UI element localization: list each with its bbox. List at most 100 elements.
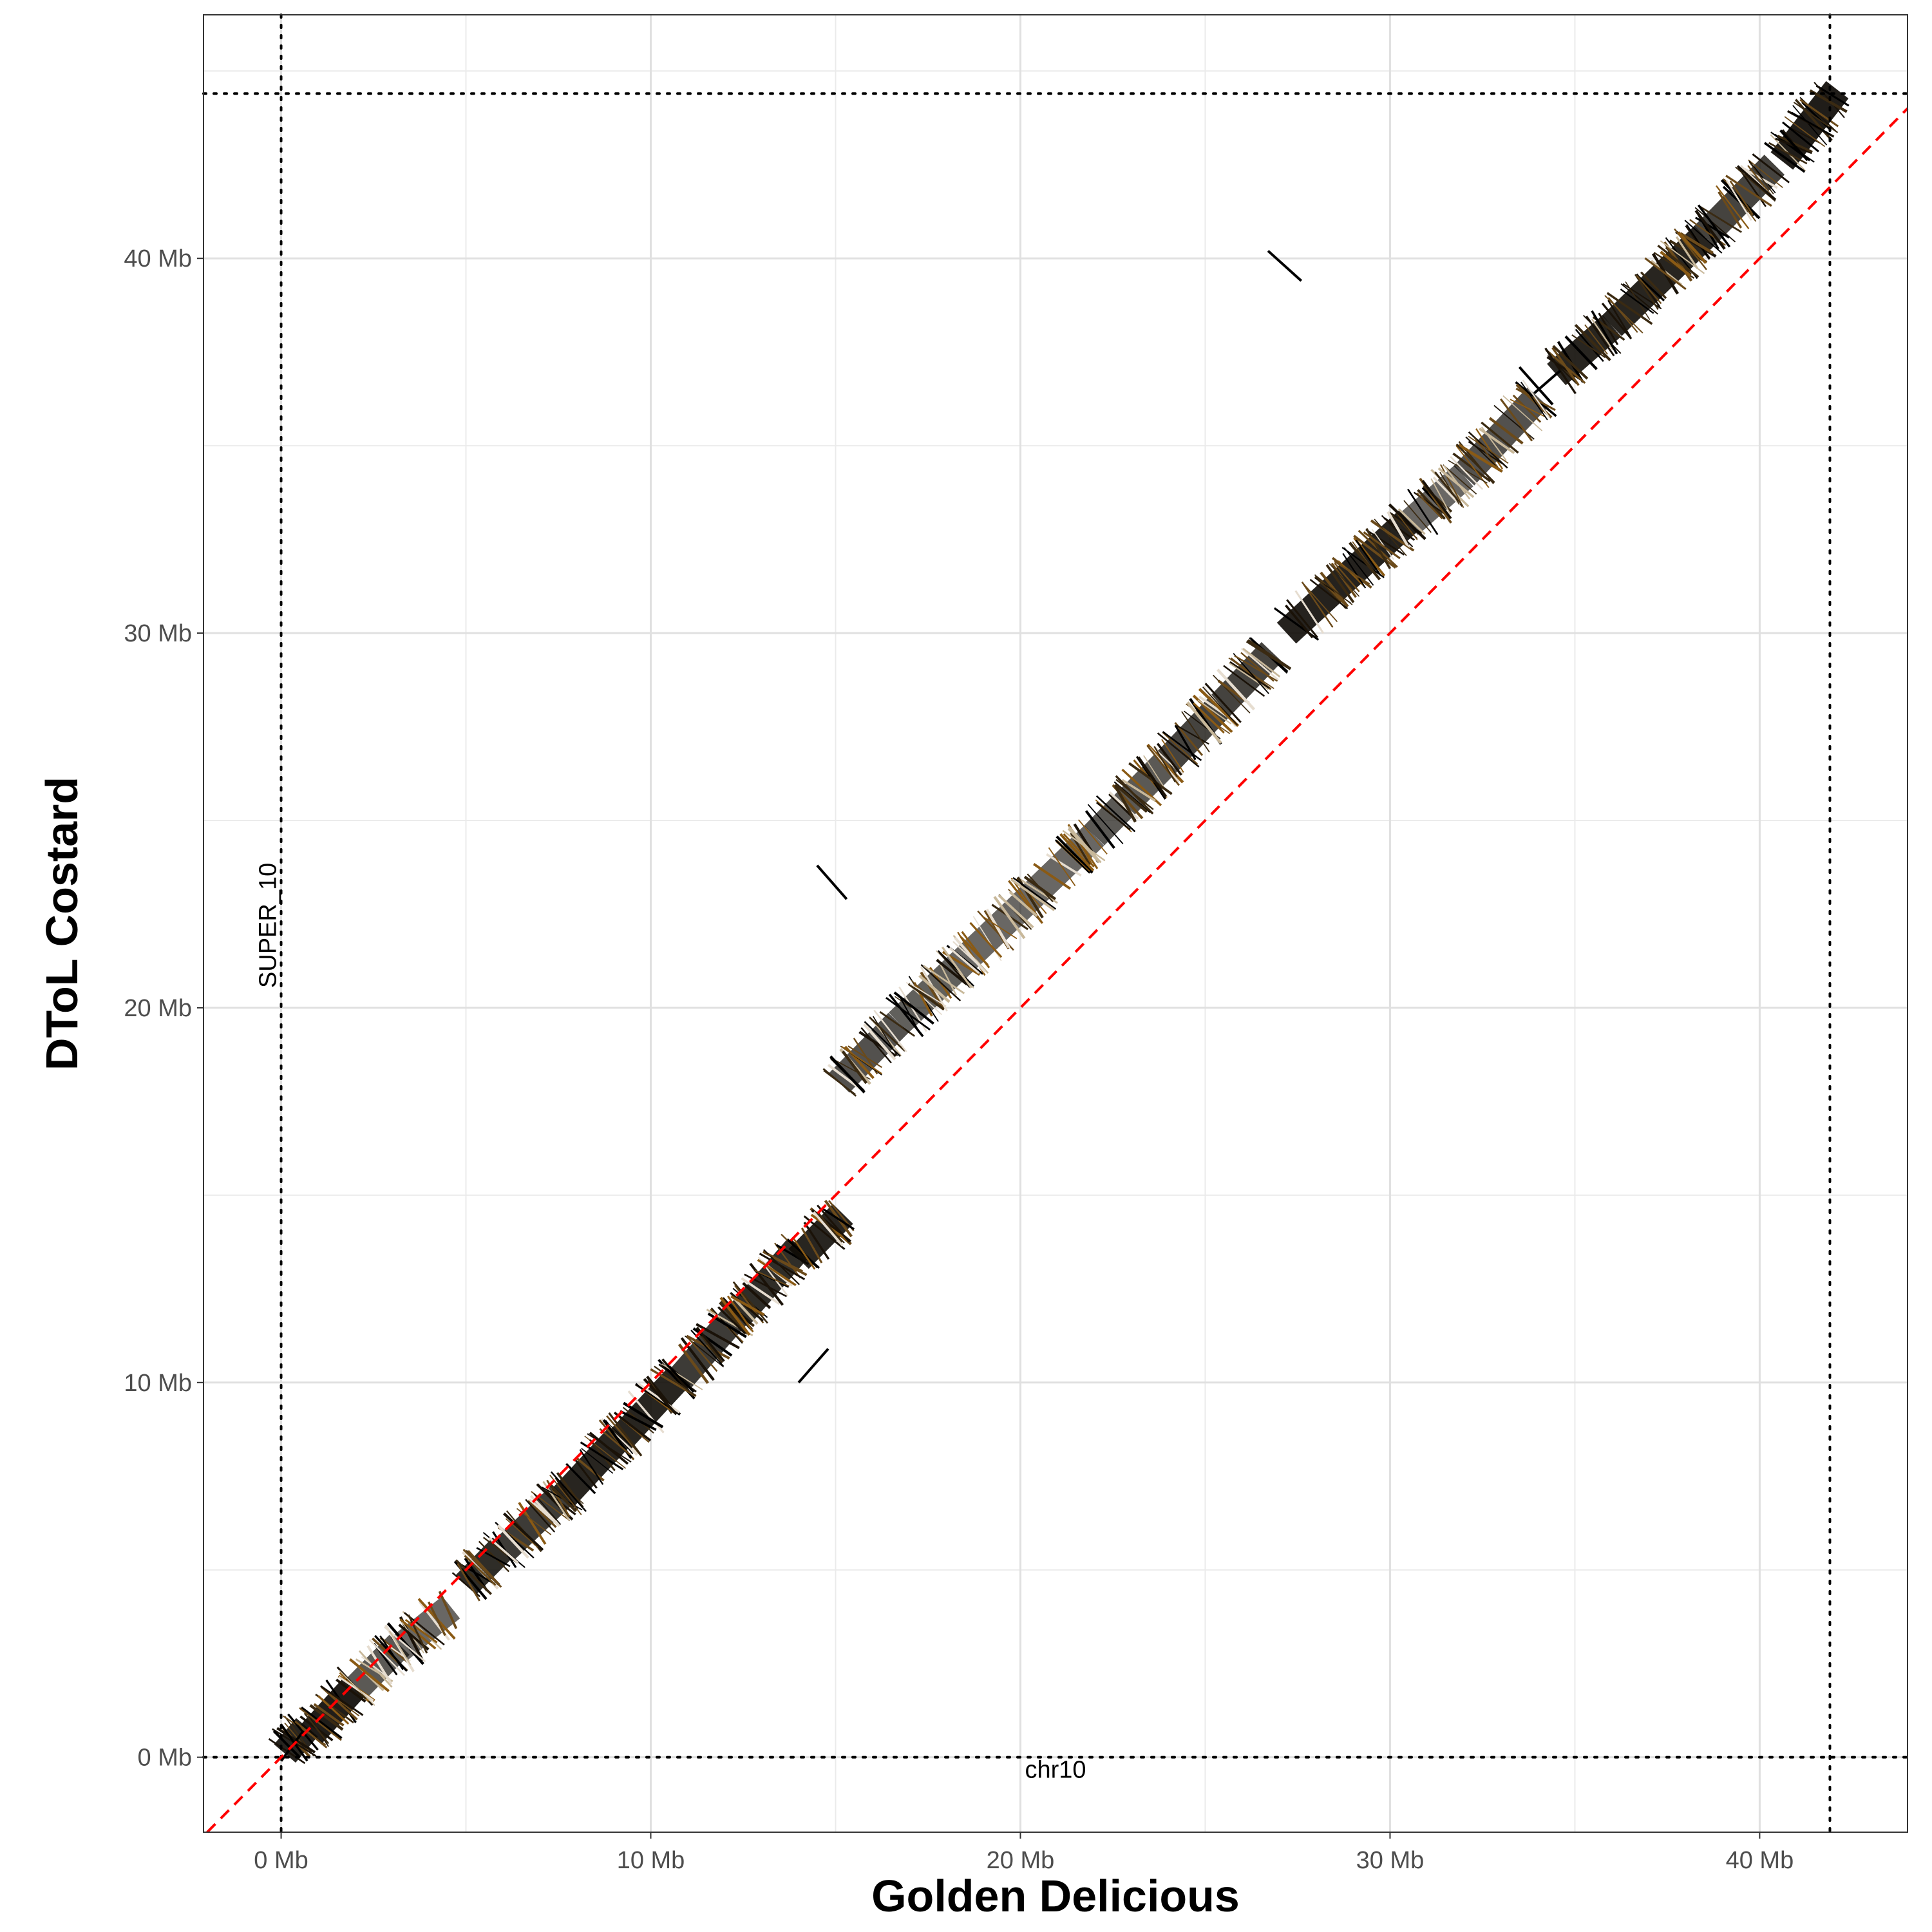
alignment-stroke xyxy=(1370,520,1414,552)
alignment-stroke xyxy=(677,1343,710,1384)
alignment-stroke xyxy=(1087,804,1124,844)
y-tick-label: 10 Mb xyxy=(124,1370,192,1397)
alignment-stroke xyxy=(1809,89,1848,113)
alignment-stroke xyxy=(1197,699,1232,724)
alignment-stroke xyxy=(1223,665,1265,697)
alignment-stroke xyxy=(309,1704,344,1731)
x-tick-label: 10 Mb xyxy=(617,1847,685,1874)
alignment-stroke xyxy=(829,1055,866,1094)
alignment-stroke xyxy=(717,1306,746,1334)
alignment-stroke xyxy=(1660,251,1692,278)
alignment-stroke xyxy=(1314,574,1353,605)
alignment-stroke xyxy=(374,1634,408,1672)
alignment-stroke xyxy=(464,1555,497,1586)
alignment-stroke xyxy=(687,1336,718,1372)
alignment-stroke xyxy=(404,1618,438,1643)
alignment-stroke xyxy=(848,1045,882,1068)
alignment-stroke xyxy=(1694,207,1736,243)
alignment-stroke xyxy=(1202,687,1238,726)
alignment-stroke xyxy=(1108,791,1139,820)
alignment-stroke xyxy=(1229,661,1270,689)
alignment-stroke xyxy=(358,1650,393,1688)
alignment-stroke xyxy=(1228,661,1270,690)
alignment-stroke xyxy=(1684,220,1723,254)
x-tick-label: 0 Mb xyxy=(254,1847,308,1874)
alignment-stroke xyxy=(1342,553,1367,589)
alignment-stroke xyxy=(1128,762,1173,795)
alignment-stroke xyxy=(313,1703,345,1727)
y-sequence-label: SUPER_10 xyxy=(255,863,282,988)
alignment-stroke xyxy=(1186,701,1222,744)
alignment-stroke xyxy=(1012,876,1057,910)
alignment-stroke xyxy=(518,1502,547,1545)
alignment-stroke xyxy=(1353,535,1397,569)
alignment-stroke xyxy=(1365,527,1391,569)
alignment-stroke xyxy=(732,1281,768,1324)
alignment-stroke xyxy=(1143,755,1168,792)
alignment-stroke xyxy=(1341,547,1385,578)
alignment-stroke xyxy=(1033,863,1072,890)
alignment-stroke xyxy=(1718,191,1743,229)
alignment-stroke xyxy=(1095,795,1136,833)
alignment-stroke xyxy=(1181,711,1210,753)
alignment-stroke xyxy=(407,1614,428,1654)
x-tick-label: 20 Mb xyxy=(987,1847,1055,1874)
alignment-stroke xyxy=(1716,185,1750,229)
alignment-stroke xyxy=(1439,471,1460,505)
alignment-stroke xyxy=(1286,599,1318,638)
alignment-stroke xyxy=(1302,582,1338,623)
alignment-stroke xyxy=(1510,399,1546,417)
alignment-stroke xyxy=(1309,578,1349,610)
alignment-stroke xyxy=(1095,801,1131,831)
alignment-stroke xyxy=(476,1547,511,1567)
alignment-stroke xyxy=(1725,175,1772,207)
alignment-stroke xyxy=(1156,743,1182,776)
alignment-stroke xyxy=(574,1456,605,1482)
alignment-stroke xyxy=(1500,398,1533,442)
alignment-blocks xyxy=(268,80,1850,1765)
alignment-stroke xyxy=(869,1016,906,1052)
alignment-stroke xyxy=(1329,563,1360,597)
x-tick-label: 40 Mb xyxy=(1726,1847,1794,1874)
alignment-stroke xyxy=(985,909,1010,949)
alignment-stroke xyxy=(317,1695,350,1725)
y-tick-label: 40 Mb xyxy=(124,245,192,272)
alignment-stroke xyxy=(920,964,961,1001)
alignment-stroke xyxy=(1620,289,1654,314)
diagonal-reference-line xyxy=(206,108,1909,1833)
alignment-stroke xyxy=(1162,731,1202,761)
alignment-stroke xyxy=(1720,179,1761,220)
alignment-stroke xyxy=(759,1253,806,1280)
alignment-segment xyxy=(1267,250,1303,282)
alignment-stroke xyxy=(1779,129,1809,162)
alignment-stroke xyxy=(1726,180,1752,221)
alignment-stroke xyxy=(744,1273,788,1298)
alignment-stroke xyxy=(1115,775,1154,815)
alignment-stroke xyxy=(527,1499,557,1528)
alignment-stroke xyxy=(936,958,957,996)
alignment-stroke xyxy=(1059,833,1095,872)
alignment-stroke xyxy=(1735,166,1776,202)
alignment-stroke xyxy=(1748,159,1783,188)
alignment-stroke xyxy=(368,1639,405,1676)
alignment-stroke xyxy=(938,951,971,988)
alignment-stroke xyxy=(1204,683,1242,723)
alignment-stroke xyxy=(873,1009,907,1053)
alignment-stroke xyxy=(1571,334,1606,359)
alignment-stroke xyxy=(599,1428,631,1455)
alignment-stroke xyxy=(972,916,1002,961)
alignment-stroke xyxy=(1748,161,1774,194)
alignment-stroke xyxy=(1114,783,1148,813)
alignment-stroke xyxy=(1121,779,1156,802)
alignment-stroke xyxy=(1334,560,1370,585)
alignment-stroke xyxy=(730,1292,764,1322)
alignment-stroke xyxy=(909,983,947,1007)
alignment-stroke xyxy=(860,1027,892,1064)
alignment-stroke xyxy=(1325,564,1355,603)
alignment-stroke xyxy=(1699,205,1742,233)
alignment-stroke xyxy=(1801,101,1832,131)
alignment-stroke xyxy=(727,1295,754,1332)
alignment-stroke xyxy=(1416,492,1443,520)
alignment-stroke xyxy=(565,1463,596,1495)
